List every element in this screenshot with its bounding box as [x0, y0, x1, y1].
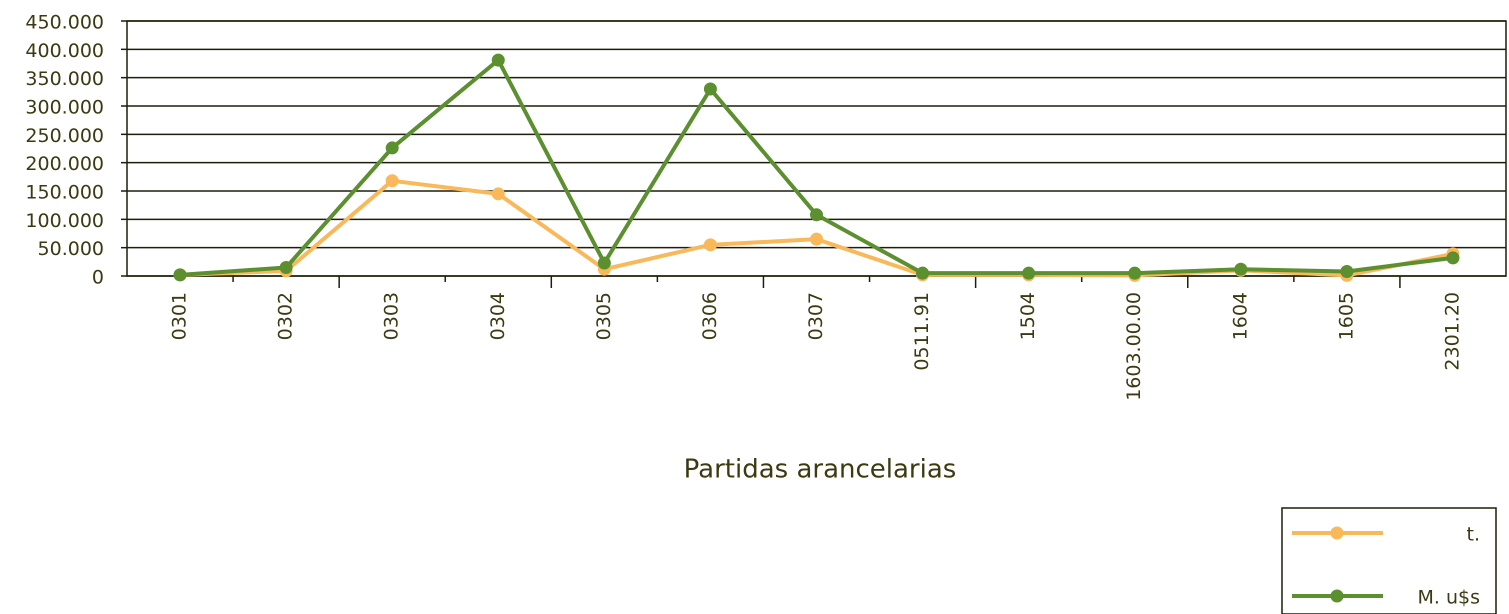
series-line — [179, 178, 1454, 278]
data-point — [385, 141, 399, 155]
data-point — [597, 256, 611, 270]
data-point — [810, 208, 823, 222]
data-point — [703, 238, 717, 252]
data-point — [810, 232, 823, 246]
data-point — [1446, 251, 1460, 265]
data-point — [1022, 266, 1036, 280]
data-point — [385, 174, 399, 188]
y-tick-label: 150.000 — [25, 182, 104, 204]
data-point — [703, 82, 717, 96]
x-tick-label: 1603.00.00 — [1123, 292, 1145, 401]
x-tick-label: 0306 — [699, 292, 721, 340]
data-point — [916, 266, 930, 280]
y-tick-label: 400.000 — [25, 40, 104, 62]
x-tick-label: 1604 — [1229, 292, 1251, 340]
y-tick-label: 100.000 — [25, 210, 104, 232]
x-tick-label: 0301 — [169, 292, 191, 340]
y-tick-label: 0 — [92, 267, 104, 289]
y-tick-label: 200.000 — [25, 153, 104, 175]
legend-swatch-marker — [1330, 589, 1344, 603]
x-tick-label: 1504 — [1017, 292, 1039, 340]
y-tick-label: 350.000 — [25, 68, 104, 90]
x-tick-label: 2301.20 — [1441, 292, 1463, 371]
y-tick-label: 250.000 — [25, 125, 104, 147]
x-axis-title: Partidas arancelarias — [684, 455, 957, 485]
y-tick-label: 50.000 — [38, 238, 104, 260]
x-tick-label: 0304 — [487, 292, 509, 340]
data-point — [491, 187, 505, 201]
data-point — [279, 261, 293, 274]
data-point — [1128, 266, 1142, 280]
legend-label: M. u$s — [1417, 587, 1480, 609]
x-tick-label: 0302 — [275, 292, 297, 340]
x-tick-label: 0303 — [381, 292, 403, 340]
data-point — [1234, 262, 1248, 276]
x-tick-label: 0305 — [593, 292, 615, 340]
x-tick-label: 1605 — [1335, 292, 1357, 340]
legend-swatch-marker — [1330, 526, 1344, 540]
data-point — [491, 53, 505, 67]
data-point — [173, 268, 187, 282]
x-tick-label: 0307 — [805, 292, 827, 340]
legend-label: t. — [1467, 524, 1481, 546]
y-tick-label: 300.000 — [25, 97, 104, 119]
data-point — [1340, 264, 1354, 278]
x-tick-label: 0511.91 — [911, 292, 933, 371]
y-tick-label: 450.000 — [25, 12, 104, 34]
